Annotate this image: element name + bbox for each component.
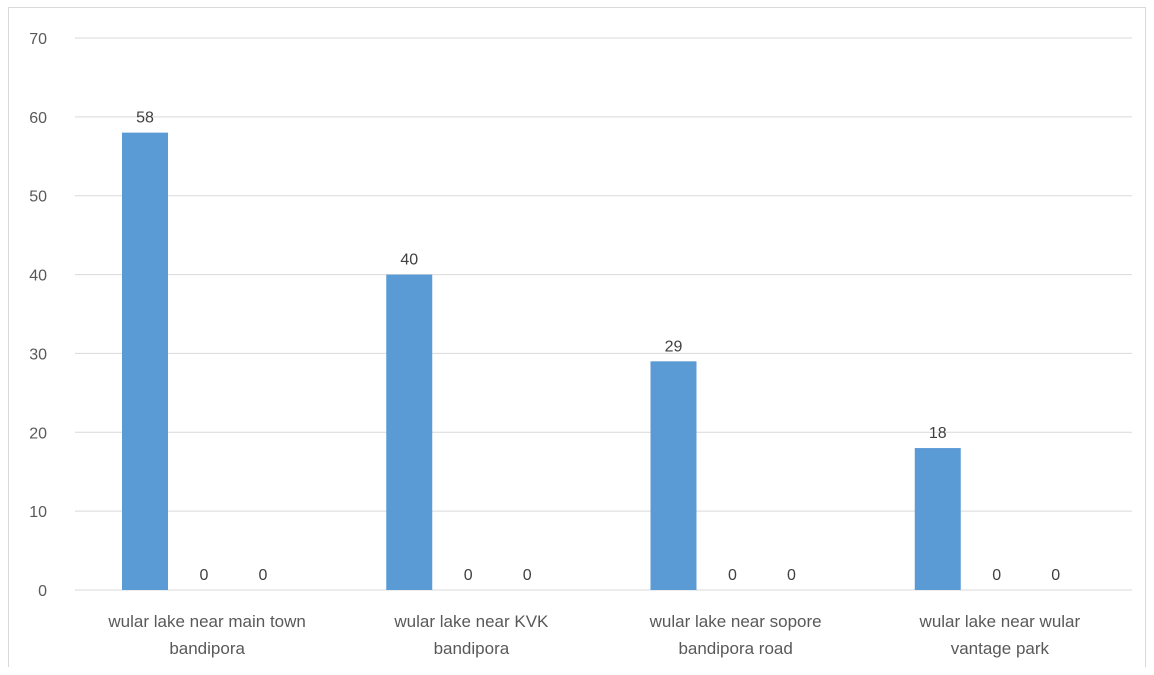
data-label: 29 — [665, 338, 683, 355]
data-label: 0 — [728, 567, 737, 584]
data-label: 18 — [929, 425, 947, 442]
data-label: 0 — [787, 567, 796, 584]
bar — [650, 361, 697, 590]
data-label: 0 — [1051, 567, 1060, 584]
data-label: 0 — [523, 567, 532, 584]
x-category-label: bandipora — [434, 639, 510, 658]
x-category-label: wular lake near sopore — [649, 612, 822, 631]
chart-frame — [8, 7, 1146, 667]
data-label: 0 — [464, 567, 473, 584]
y-tick-label: 50 — [29, 189, 47, 206]
x-category-label: vantage park — [951, 639, 1050, 658]
data-label: 0 — [992, 567, 1001, 584]
data-label: 58 — [136, 110, 154, 127]
x-category-label: bandipora road — [678, 639, 792, 658]
x-category-label: wular lake near main town — [107, 612, 305, 631]
y-tick-label: 40 — [29, 268, 47, 285]
bar — [122, 132, 168, 590]
y-tick-label: 60 — [29, 110, 47, 127]
data-label: 0 — [259, 567, 268, 584]
x-category-label: wular lake near wular — [919, 612, 1081, 631]
data-label: 40 — [400, 252, 418, 269]
y-tick-label: 0 — [38, 583, 47, 600]
bar — [386, 274, 433, 590]
bar — [914, 448, 961, 590]
data-label: 0 — [200, 567, 209, 584]
y-tick-label: 20 — [29, 425, 47, 442]
y-tick-label: 10 — [29, 504, 47, 521]
y-tick-label: 70 — [29, 31, 47, 48]
x-category-label: bandipora — [169, 639, 245, 658]
y-tick-label: 30 — [29, 346, 47, 363]
x-category-label: wular lake near KVK — [393, 612, 549, 631]
